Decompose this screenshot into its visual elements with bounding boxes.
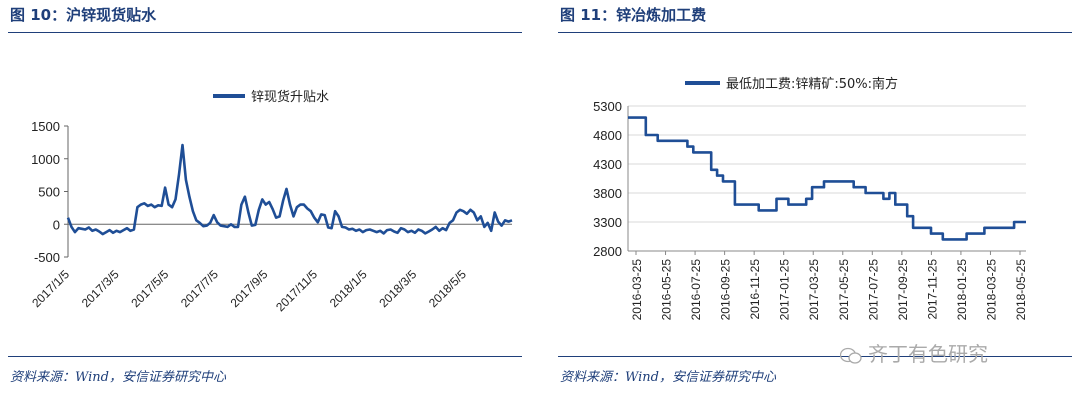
x-tick-label: 2018/5/5 [426,267,469,310]
chart-marks [628,116,1026,241]
title-divider [8,32,522,33]
wechat-icon [840,347,862,364]
y-tick-label: 3300 [593,215,622,230]
x-tick-label: 2017/1/5 [29,267,72,310]
legend-label: 最低加工费:锌精矿:50%:南方 [726,76,898,92]
source-divider [558,356,1072,357]
x-tick-label: 2018/1/5 [327,267,370,310]
y-tick-label: 1000 [31,152,60,167]
source-note: 资料来源：Wind，安信证券研究中心 [10,370,226,385]
title-divider [558,32,1072,33]
x-tick-label: 2017/5/5 [128,267,171,310]
x-tick-label: 2018/3/5 [376,267,419,310]
figure-title: 图 11：锌冶炼加工费 [560,6,707,24]
x-tick-label: 2017-05-25 [837,259,851,321]
y-tick-label: 2800 [593,244,622,259]
y-tick-label: 500 [38,185,60,200]
y-tick-label: 1500 [31,119,60,134]
x-tick-label: 2018-05-25 [1014,259,1028,321]
figure-title: 图 10：沪锌现货贴水 [10,6,157,24]
figure-10-panel: 图 10：沪锌现货贴水 锌现货升贴水 1500 1000 500 0 -500 2017/… [0,0,530,402]
figure-11-panel: 图 11：锌冶炼加工费 最低加工费:锌精矿:50%:南方 5300 4800 430… [550,0,1080,402]
x-tick-label: 2017-11-25 [925,259,939,320]
y-tick-label: 3800 [593,186,622,201]
series-line-smelting-fee [628,116,1026,241]
y-tick-label: 5300 [593,99,622,114]
watermark-text: 齐丁有色研究 [868,342,988,366]
x-tick-label: 2016-07-25 [689,259,703,321]
series-line-spot-premium [66,143,513,236]
y-tick-label: 4800 [593,128,622,143]
x-tick-label: 2017-09-25 [896,259,910,321]
y-tick-label: -500 [34,250,60,265]
legend-label: 锌现货升贴水 [251,89,329,105]
x-tick-label: 2018-03-25 [984,259,998,321]
x-tick-label: 2017-07-25 [866,259,880,321]
chart-axes: 1500 1000 500 0 -500 2017/1/5 2017/3/5 2017/5/5… [29,119,512,314]
x-tick-label: 2017/7/5 [178,267,221,310]
y-tick-label: 0 [53,217,60,232]
x-tick-label: 2016-11-25 [748,259,762,320]
chart-marks [66,143,513,236]
x-tick-label: 2017-01-25 [778,259,792,321]
chart-axes: 5300 4800 4300 3800 3300 2800 2016-03-25 2016-0… [593,99,1028,320]
x-tick-label: 2016-05-25 [660,259,674,321]
x-tick-label: 2017/9/5 [228,267,271,310]
source-note: 资料来源：Wind，安信证券研究中心 [560,370,776,385]
x-tick-label: 2016-03-25 [630,259,644,321]
x-tick-label: 2016-09-25 [719,259,733,321]
watermark: 齐丁有色研究 [840,338,988,367]
smelting-fee-chart: 最低加工费:锌精矿:50%:南方 5300 4800 4300 3800 3300 280… [593,76,1028,320]
x-tick-label: 2017/3/5 [79,267,122,310]
chart-legend: 锌现货升贴水 [213,89,329,105]
chart-legend: 最低加工费:锌精矿:50%:南方 [685,76,898,92]
source-divider [8,356,522,357]
y-tick-label: 4300 [593,157,622,172]
x-tick-label: 2017-03-25 [807,259,821,321]
x-tick-label: 2018-01-25 [955,259,969,321]
x-tick-label: 2017/11/5 [273,267,320,314]
